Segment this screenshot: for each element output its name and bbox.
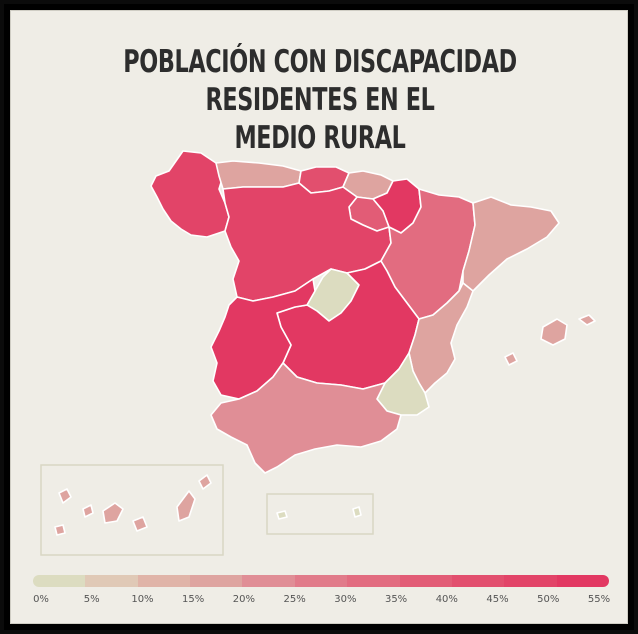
legend-label: 0% (33, 594, 49, 605)
region-andalucia[interactable] (210, 362, 402, 474)
legend-swatch (137, 575, 191, 587)
map-title: POBLACIÓN CON DISCAPACIDAD RESIDENTES EN… (123, 44, 517, 156)
legend-swatch (451, 575, 505, 587)
region-canarias[interactable] (54, 474, 212, 536)
region-ceuta[interactable] (276, 510, 288, 520)
legend-label: 10% (131, 594, 154, 605)
legend-label: 40% (435, 594, 458, 605)
legend-label: 25% (283, 594, 306, 605)
infographic-panel: POBLACIÓN CON DISCAPACIDAD RESIDENTES EN… (10, 10, 628, 624)
legend-swatch (399, 575, 452, 587)
color-scale-legend (33, 575, 609, 587)
region-melilla[interactable] (352, 506, 362, 518)
legend-swatch (190, 575, 243, 587)
spain-choropleth-map (40, 150, 596, 556)
legend-label: 15% (182, 594, 205, 605)
legend-label: 35% (384, 594, 408, 605)
legend-label: 30% (334, 594, 357, 605)
legend-label: 45% (486, 594, 509, 605)
legend-swatch (347, 575, 400, 587)
ceuta-melilla-inset-frame (266, 493, 374, 535)
legend-swatch (85, 575, 138, 587)
legend-swatch (504, 575, 557, 587)
legend-label: 55% (587, 594, 611, 605)
legend-tick-labels: 0% 5% 10% 15% 20% 25% 30% 35% 40% 45% 50% 55% (11, 594, 629, 608)
region-islas-baleares[interactable] (504, 314, 596, 366)
legend-swatch (556, 575, 609, 587)
region-comunidad-valenciana[interactable] (408, 282, 474, 394)
legend-label: 5% (83, 594, 100, 605)
legend-swatch (294, 575, 348, 587)
legend-label: 50% (537, 594, 560, 605)
legend-label: 20% (232, 594, 256, 605)
legend-swatch (33, 575, 86, 587)
region-cataluna[interactable] (462, 196, 560, 292)
canarias-inset-frame (40, 464, 224, 556)
legend-swatch (242, 575, 295, 587)
region-asturias[interactable] (215, 160, 302, 190)
